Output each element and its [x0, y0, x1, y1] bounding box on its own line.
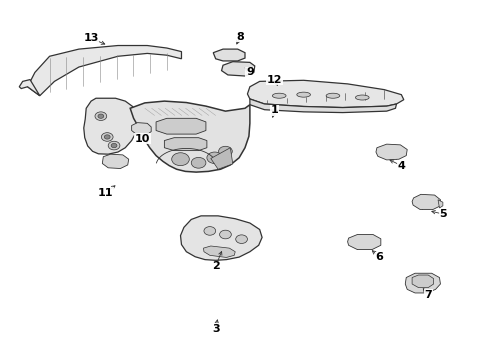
- Circle shape: [204, 226, 216, 235]
- Polygon shape: [438, 200, 443, 208]
- Circle shape: [98, 114, 104, 118]
- Text: 10: 10: [135, 134, 150, 144]
- Polygon shape: [250, 99, 396, 113]
- Polygon shape: [213, 49, 245, 61]
- Text: 7: 7: [424, 290, 432, 300]
- Text: 1: 1: [270, 105, 278, 115]
- Polygon shape: [376, 144, 407, 160]
- Text: 9: 9: [246, 67, 254, 77]
- Text: 5: 5: [439, 209, 447, 219]
- Polygon shape: [247, 80, 404, 108]
- Polygon shape: [164, 138, 207, 150]
- Circle shape: [101, 133, 113, 141]
- Ellipse shape: [326, 93, 340, 98]
- Polygon shape: [412, 194, 441, 210]
- Text: 2: 2: [212, 261, 220, 271]
- Polygon shape: [132, 123, 151, 135]
- Circle shape: [236, 235, 247, 243]
- Circle shape: [191, 157, 206, 168]
- Polygon shape: [27, 45, 181, 96]
- Ellipse shape: [297, 92, 311, 97]
- Polygon shape: [412, 275, 434, 288]
- Circle shape: [207, 152, 222, 163]
- Polygon shape: [102, 154, 129, 168]
- Polygon shape: [19, 80, 40, 96]
- Circle shape: [104, 135, 110, 139]
- Text: 11: 11: [98, 188, 114, 198]
- Text: 12: 12: [267, 75, 282, 85]
- Text: 6: 6: [375, 252, 383, 262]
- Polygon shape: [84, 98, 138, 154]
- Ellipse shape: [272, 93, 286, 98]
- Circle shape: [219, 146, 232, 156]
- Ellipse shape: [355, 95, 369, 100]
- Polygon shape: [347, 234, 381, 249]
- Polygon shape: [221, 62, 255, 76]
- Circle shape: [95, 112, 107, 121]
- Text: 4: 4: [397, 161, 405, 171]
- Circle shape: [108, 141, 120, 150]
- Polygon shape: [156, 118, 206, 134]
- Polygon shape: [211, 148, 233, 169]
- Polygon shape: [405, 273, 441, 293]
- Polygon shape: [130, 101, 250, 172]
- Text: 3: 3: [212, 324, 220, 334]
- Polygon shape: [203, 246, 235, 257]
- Text: 8: 8: [236, 32, 244, 41]
- Circle shape: [111, 143, 117, 148]
- Text: 13: 13: [83, 33, 99, 43]
- Circle shape: [220, 230, 231, 239]
- Circle shape: [172, 153, 189, 166]
- Polygon shape: [180, 216, 262, 260]
